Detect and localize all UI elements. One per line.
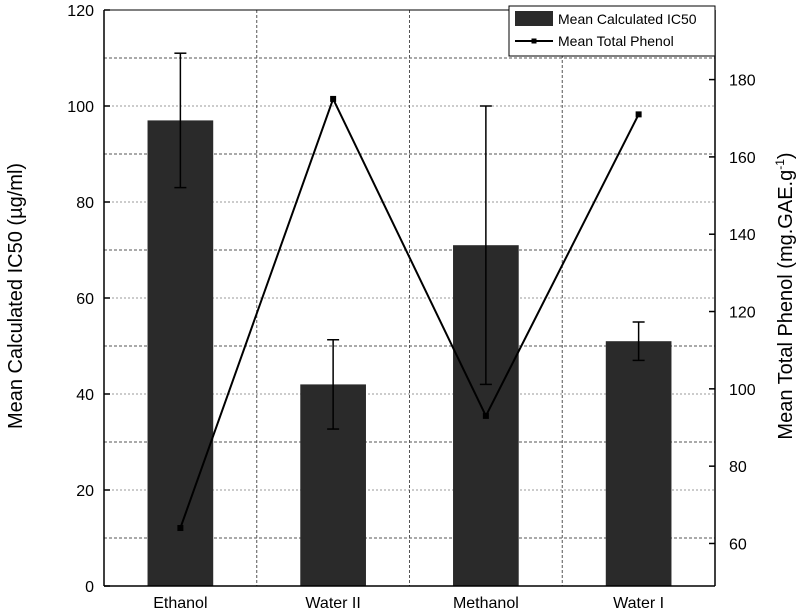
legend-bar-swatch [515, 11, 553, 26]
line-point-water-ii [330, 95, 337, 102]
y2-tick-label: 180 [729, 73, 756, 90]
line-point-ethanol [177, 525, 184, 532]
y2-tick-label: 160 [729, 150, 756, 167]
y-tick-label: 20 [76, 483, 94, 500]
y-tick-label: 80 [76, 195, 94, 212]
line-point-methanol [482, 412, 489, 419]
y2-axis-title: Mean Total Phenol (mg.GAE.g-1) [773, 152, 796, 439]
x-tick-label: Methanol [453, 595, 519, 612]
y2-tick-label: 80 [729, 459, 747, 476]
line-mean-total-phenol [179, 96, 640, 529]
y2-tick-label: 60 [729, 536, 747, 553]
legend-bar-label: Mean Calculated IC50 [558, 11, 697, 27]
line-series [177, 95, 642, 532]
y-tick-label: 0 [85, 579, 94, 596]
x-tick-label: Water I [613, 595, 664, 612]
x-tick-label: Water II [305, 595, 360, 612]
y-tick-label: 100 [67, 99, 94, 116]
y2-tick-label: 120 [729, 305, 756, 322]
y-tick-label: 40 [76, 387, 94, 404]
y2-tick-label: 140 [729, 227, 756, 244]
bar-water-i [605, 341, 672, 586]
legend-line-label: Mean Total Phenol [558, 33, 674, 49]
error-bars [174, 52, 645, 430]
tick-labels: 0 20 40 60 80 100 120 60 80 100 120 140 160 180 Ethano… [67, 3, 756, 612]
legend-line-marker [531, 38, 537, 44]
y-tick-label: 120 [67, 3, 94, 20]
y-tick-label: 60 [76, 291, 94, 308]
legend: Mean Calculated IC50 Mean Total Phenol [508, 5, 716, 57]
line-point-water-i [635, 111, 642, 118]
y2-tick-label: 100 [729, 382, 756, 399]
y-axis-title: Mean Calculated IC50 (µg/ml) [5, 163, 27, 429]
bar-ethanol [147, 120, 214, 587]
x-tick-label: Ethanol [153, 595, 207, 612]
